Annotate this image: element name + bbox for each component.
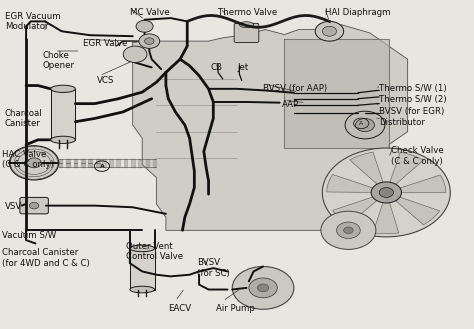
Text: A: A <box>100 164 104 169</box>
Circle shape <box>344 227 353 234</box>
Text: VSV: VSV <box>5 202 22 211</box>
Polygon shape <box>373 200 399 234</box>
Circle shape <box>345 111 385 139</box>
Polygon shape <box>327 175 375 192</box>
Circle shape <box>257 284 269 292</box>
Polygon shape <box>350 152 383 186</box>
Ellipse shape <box>51 85 75 92</box>
Circle shape <box>322 26 337 36</box>
Circle shape <box>123 46 147 63</box>
Circle shape <box>9 146 59 180</box>
Text: Thermo S/W (1): Thermo S/W (1) <box>379 84 447 93</box>
Ellipse shape <box>51 136 75 143</box>
Text: Distributor: Distributor <box>379 118 425 127</box>
Text: BVSV (for AAP): BVSV (for AAP) <box>263 84 327 93</box>
Text: BVSV
(for SC): BVSV (for SC) <box>197 258 229 278</box>
Text: Charcoal
Canister: Charcoal Canister <box>5 109 42 128</box>
Circle shape <box>322 148 450 237</box>
Text: Check Valve
(C & C only): Check Valve (C & C only) <box>391 146 444 166</box>
Text: HAI Diaphragm: HAI Diaphragm <box>325 8 390 17</box>
Circle shape <box>337 222 360 239</box>
Circle shape <box>136 20 153 32</box>
Text: Air Pump: Air Pump <box>216 304 255 313</box>
Polygon shape <box>333 196 379 224</box>
Text: EACV: EACV <box>168 304 191 313</box>
Text: Charcoal Canister
(for 4WD and C & C): Charcoal Canister (for 4WD and C & C) <box>2 248 90 268</box>
Circle shape <box>356 118 374 132</box>
Text: AAP: AAP <box>282 100 299 109</box>
Text: VCS: VCS <box>97 76 115 85</box>
Text: HAC Valve
(C & C only): HAC Valve (C & C only) <box>2 150 54 169</box>
Circle shape <box>249 278 277 298</box>
FancyBboxPatch shape <box>234 23 259 42</box>
Text: A: A <box>359 121 363 126</box>
Text: Thermo S/W (2): Thermo S/W (2) <box>379 95 447 104</box>
Text: Thermo Valve: Thermo Valve <box>218 8 277 17</box>
Polygon shape <box>394 196 439 225</box>
Polygon shape <box>389 152 423 186</box>
Circle shape <box>379 188 393 197</box>
Circle shape <box>145 38 154 44</box>
Polygon shape <box>397 175 446 192</box>
Circle shape <box>27 158 41 168</box>
Circle shape <box>371 182 401 203</box>
Polygon shape <box>51 89 75 140</box>
Text: BVSV (for EGR): BVSV (for EGR) <box>379 107 445 116</box>
Ellipse shape <box>239 22 254 28</box>
Polygon shape <box>130 248 155 290</box>
Circle shape <box>315 21 344 41</box>
Text: Outer Vent
Control Valve: Outer Vent Control Valve <box>126 242 183 261</box>
FancyBboxPatch shape <box>20 197 48 214</box>
Polygon shape <box>133 25 408 230</box>
Circle shape <box>139 34 160 48</box>
Circle shape <box>321 211 376 249</box>
Text: MC Valve: MC Valve <box>130 8 170 17</box>
Text: CB: CB <box>211 63 223 71</box>
Text: EGR Valve: EGR Valve <box>83 39 128 48</box>
Text: Choke
Opener: Choke Opener <box>43 51 75 70</box>
Circle shape <box>232 266 294 309</box>
Text: Jet: Jet <box>237 63 248 71</box>
Circle shape <box>29 202 39 209</box>
Ellipse shape <box>130 245 155 252</box>
Text: Vacuum S/W: Vacuum S/W <box>2 230 56 239</box>
Text: EGR Vacuum
Modulator: EGR Vacuum Modulator <box>5 12 60 31</box>
Ellipse shape <box>130 286 155 293</box>
Polygon shape <box>284 39 389 148</box>
